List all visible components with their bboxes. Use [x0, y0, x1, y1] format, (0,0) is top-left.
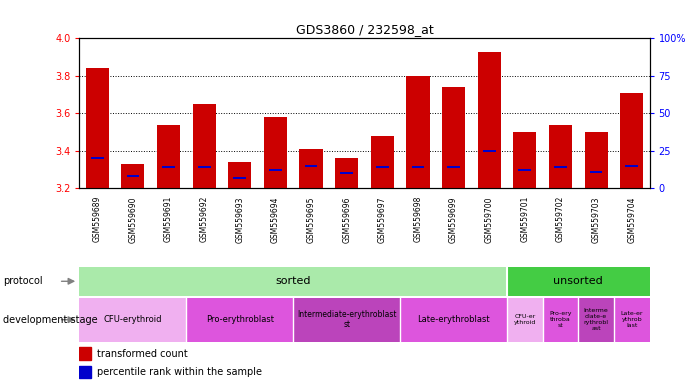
Bar: [447, 166, 460, 168]
Text: CFU-erythroid: CFU-erythroid: [104, 315, 162, 324]
Text: unsorted: unsorted: [553, 276, 603, 286]
Text: GSM559690: GSM559690: [129, 196, 138, 243]
Text: CFU-er
ythroid: CFU-er ythroid: [513, 314, 536, 325]
Bar: [269, 169, 282, 171]
Text: GSM559689: GSM559689: [93, 196, 102, 242]
Bar: [542, 298, 578, 342]
Text: GSM559696: GSM559696: [342, 196, 351, 243]
Bar: [507, 267, 650, 296]
Bar: [79, 366, 91, 378]
Text: protocol: protocol: [3, 276, 43, 286]
Bar: [157, 124, 180, 188]
Text: percentile rank within the sample: percentile rank within the sample: [97, 367, 262, 377]
Text: GSM559704: GSM559704: [627, 196, 636, 243]
Text: GSM559693: GSM559693: [236, 196, 245, 243]
Bar: [442, 87, 465, 188]
Bar: [162, 166, 175, 168]
Text: GSM559700: GSM559700: [484, 196, 493, 243]
Bar: [614, 298, 650, 342]
Bar: [305, 165, 317, 167]
Text: GSM559694: GSM559694: [271, 196, 280, 243]
Bar: [228, 162, 252, 188]
Text: GSM559692: GSM559692: [200, 196, 209, 242]
Text: Late-er
ythrob
last: Late-er ythrob last: [621, 311, 643, 328]
Bar: [585, 132, 607, 188]
Text: GSM559701: GSM559701: [520, 196, 529, 242]
Text: GSM559702: GSM559702: [556, 196, 565, 242]
Bar: [293, 298, 400, 342]
Bar: [79, 267, 507, 296]
Bar: [554, 166, 567, 168]
Bar: [477, 51, 501, 188]
Bar: [264, 117, 287, 188]
Bar: [625, 165, 638, 167]
Bar: [376, 166, 388, 168]
Bar: [620, 93, 643, 188]
Bar: [483, 150, 495, 152]
Text: Pro-erythroblast: Pro-erythroblast: [206, 315, 274, 324]
Text: sorted: sorted: [276, 276, 311, 286]
Text: Intermediate-erythroblast
st: Intermediate-erythroblast st: [297, 310, 397, 329]
Bar: [507, 298, 542, 342]
Text: GSM559697: GSM559697: [378, 196, 387, 243]
Text: transformed count: transformed count: [97, 349, 187, 359]
Bar: [79, 298, 187, 342]
Text: GSM559703: GSM559703: [591, 196, 600, 243]
Bar: [589, 170, 603, 173]
Bar: [187, 298, 293, 342]
Bar: [335, 158, 358, 188]
Bar: [91, 157, 104, 159]
Bar: [126, 175, 140, 177]
Bar: [86, 68, 109, 188]
Bar: [518, 169, 531, 171]
Bar: [549, 124, 572, 188]
Bar: [400, 298, 507, 342]
Bar: [578, 298, 614, 342]
Text: Interme
diate-e
rythrobl
ast: Interme diate-e rythrobl ast: [584, 308, 609, 331]
Title: GDS3860 / 232598_at: GDS3860 / 232598_at: [296, 23, 433, 36]
Text: GSM559699: GSM559699: [449, 196, 458, 243]
Bar: [122, 164, 144, 188]
Text: GSM559698: GSM559698: [413, 196, 422, 242]
Text: development stage: development stage: [3, 314, 98, 325]
Bar: [341, 172, 353, 174]
Bar: [193, 104, 216, 188]
Text: GSM559695: GSM559695: [307, 196, 316, 243]
Text: Pro-ery
throba
st: Pro-ery throba st: [549, 311, 571, 328]
Bar: [412, 166, 424, 168]
Bar: [406, 76, 430, 188]
Bar: [79, 347, 91, 360]
Text: GSM559691: GSM559691: [164, 196, 173, 242]
Bar: [234, 177, 246, 179]
Bar: [299, 149, 323, 188]
Bar: [513, 132, 536, 188]
Bar: [371, 136, 394, 188]
Text: Late-erythroblast: Late-erythroblast: [417, 315, 490, 324]
Bar: [198, 166, 211, 168]
